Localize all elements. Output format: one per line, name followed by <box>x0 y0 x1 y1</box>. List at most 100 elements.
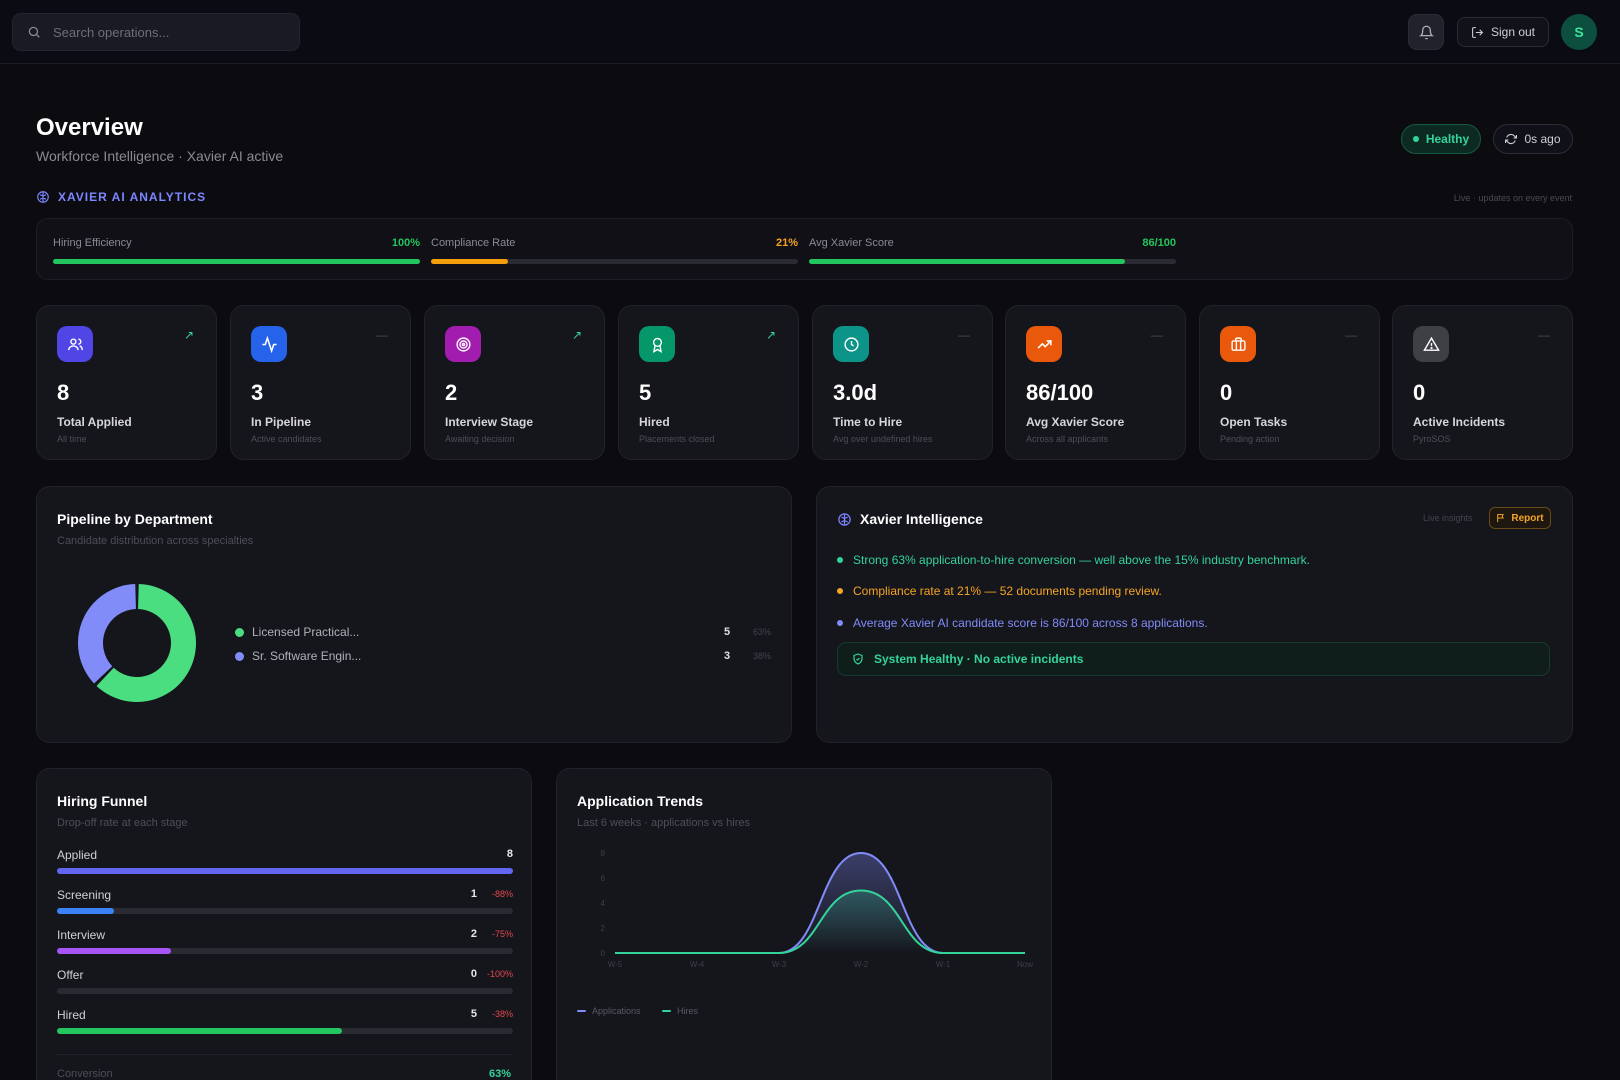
metric-value: 86/100 <box>1142 237 1176 249</box>
insight-dot <box>837 588 843 594</box>
search-input[interactable] <box>53 24 273 40</box>
metric-fill <box>431 259 509 264</box>
funnel-count: 1 <box>470 888 477 900</box>
stat-card-hired[interactable]: ↗ 5 Hired Placements closed <box>618 305 799 460</box>
report-button[interactable]: Report <box>1489 507 1551 529</box>
legend-item: Hires <box>662 1006 698 1016</box>
stat-sub: Placements closed <box>639 434 715 444</box>
stat-label: Avg Xavier Score <box>1026 415 1125 429</box>
metric-label: Hiring Efficiency <box>53 237 132 249</box>
stat-card-interview-stage[interactable]: ↗ 2 Interview Stage Awaiting decision <box>424 305 605 460</box>
pipeline-subtitle: Candidate distribution across specialtie… <box>57 535 254 547</box>
legend-label: Applications <box>592 1006 641 1016</box>
refresh-icon <box>1505 133 1518 145</box>
stat-card-in-pipeline[interactable]: — 3 In Pipeline Active candidates <box>230 305 411 460</box>
legend-pct: 38% <box>753 651 772 661</box>
trends-title: Application Trends <box>577 793 704 809</box>
series-line-hires[interactable] <box>615 889 1025 954</box>
award-icon <box>639 326 675 362</box>
stat-label: Total Applied <box>57 415 132 429</box>
status-label: Healthy <box>1425 132 1470 146</box>
trend-flat-icon: — <box>376 328 388 342</box>
x-tick-label: W-2 <box>854 960 869 969</box>
shield-check-icon <box>853 653 863 665</box>
stat-sub: Avg over undefined hires <box>833 434 933 444</box>
insight-item: Compliance rate at 21% — 52 documents pe… <box>837 584 1162 598</box>
metric-fill <box>53 259 420 264</box>
donut-slice-1[interactable] <box>78 584 136 684</box>
stat-card-total-applied[interactable]: ↗ 8 Total Applied All time <box>36 305 217 460</box>
department-donut-chart <box>78 584 196 702</box>
funnel-count: 0 <box>470 968 477 980</box>
sign-out-button[interactable]: Sign out <box>1457 17 1549 47</box>
avatar[interactable]: S <box>1561 14 1597 50</box>
funnel-fill <box>57 868 513 874</box>
status-badge: Healthy <box>1401 124 1481 154</box>
stat-value: 86/100 <box>1026 380 1094 405</box>
insight-item: Average Xavier AI candidate score is 86/… <box>837 616 1208 630</box>
refresh-label: 0s ago <box>1524 132 1561 146</box>
funnel-label: Screening <box>57 888 112 902</box>
stat-value: 5 <box>639 380 652 405</box>
page-title: Overview <box>36 114 143 141</box>
pipeline-title: Pipeline by Department <box>57 511 213 527</box>
donut-slice-0[interactable] <box>96 584 196 702</box>
trend-flat-icon: — <box>1151 328 1163 342</box>
brain-icon <box>838 513 851 526</box>
funnel-stage-offer: Offer 0 -100% <box>57 968 513 998</box>
stat-sub: Pending action <box>1220 434 1280 444</box>
analytics-metrics-panel: Hiring Efficiency 100% Compliance Rate 2… <box>36 218 1573 280</box>
legend-count: 3 <box>724 650 731 662</box>
pipeline-panel: Pipeline by Department Candidate distrib… <box>36 486 792 743</box>
legend-label: Licensed Practical... <box>252 625 360 639</box>
search-box[interactable] <box>12 13 300 51</box>
stat-value: 3 <box>251 380 264 405</box>
x-tick-label: Now <box>1017 960 1033 969</box>
stat-card-open-tasks[interactable]: — 0 Open Tasks Pending action <box>1199 305 1380 460</box>
system-health-banner: System Healthy · No active incidents <box>837 642 1550 676</box>
stat-value: 8 <box>57 380 70 405</box>
stat-card-time-to-hire[interactable]: — 3.0d Time to Hire Avg over undefined h… <box>812 305 993 460</box>
stat-card-avg-xavier-score[interactable]: — 86/100 Avg Xavier Score Across all app… <box>1005 305 1186 460</box>
live-insights-label: Live insights <box>1423 513 1473 523</box>
funnel-track <box>57 988 513 994</box>
stat-label: Time to Hire <box>833 415 903 429</box>
funnel-label: Offer <box>57 968 84 982</box>
conversion-label: Conversion <box>57 1068 113 1080</box>
funnel-track <box>57 868 513 874</box>
funnel-track <box>57 948 513 954</box>
x-tick-label: W-3 <box>772 960 787 969</box>
insight-item: Strong 63% application-to-hire conversio… <box>837 553 1310 567</box>
metric-label: Compliance Rate <box>431 237 516 249</box>
conversion-value: 63% <box>488 1068 511 1080</box>
stat-label: Interview Stage <box>445 415 534 429</box>
funnel-track <box>57 1028 513 1034</box>
funnel-stage-screening: Screening 1 -88% <box>57 888 513 918</box>
live-note: Live · updates on every event <box>1453 193 1572 203</box>
insight-dot <box>837 557 843 563</box>
trends-subtitle: Last 6 weeks · applications vs hires <box>577 817 751 829</box>
stat-value: 0 <box>1220 380 1233 405</box>
page-subtitle: Workforce Intelligence · Xavier AI activ… <box>36 148 284 164</box>
legend-pct: 63% <box>753 627 772 637</box>
system-health-text: System Healthy · No active incidents <box>874 652 1084 666</box>
funnel-fill <box>57 1028 342 1034</box>
stat-label: Hired <box>639 415 670 429</box>
clock-icon <box>833 326 869 362</box>
legend-swatch <box>662 1010 671 1012</box>
legend-label: Hires <box>677 1006 699 1016</box>
legend-item: Sr. Software Engin... <box>235 649 361 663</box>
refresh-button[interactable]: 0s ago <box>1493 124 1573 154</box>
notifications-button[interactable] <box>1408 14 1444 50</box>
trend-up-icon: ↗ <box>183 328 194 342</box>
stat-card-active-incidents[interactable]: — 0 Active Incidents PyroSOS <box>1392 305 1573 460</box>
stat-label: In Pipeline <box>251 415 312 429</box>
funnel-label: Applied <box>57 848 98 862</box>
trend-flat-icon: — <box>1345 328 1357 342</box>
metric-fill <box>809 259 1125 264</box>
status-dot <box>1412 136 1419 142</box>
sign-out-icon <box>1472 26 1484 38</box>
funnel-label: Interview <box>57 928 106 942</box>
y-tick-label: 0 <box>601 949 606 958</box>
y-tick-label: 8 <box>601 849 606 858</box>
